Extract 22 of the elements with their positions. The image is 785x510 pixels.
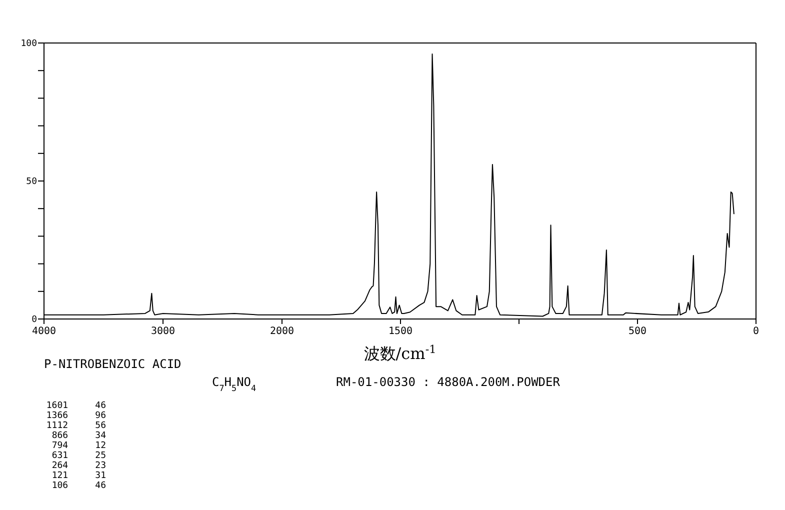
text: P-NITROBENZOIC ACID [44, 357, 182, 371]
text: 121 31 [52, 471, 106, 481]
text: 1366 96 [46, 411, 106, 421]
text: 631 25 [52, 451, 106, 461]
y-tick-label: 100 [20, 39, 37, 49]
x-tick-label: 3000 [150, 326, 176, 337]
text: 794 12 [52, 441, 106, 451]
text: 264 23 [52, 461, 106, 471]
x-tick-label: 4000 [32, 326, 56, 337]
y-tick-label: 50 [26, 177, 37, 187]
y-tick-label: 0 [32, 315, 37, 325]
text: C$_{7}$H$_{5}$NO$_{4}$ [212, 375, 256, 393]
x-tick-label: 0 [752, 326, 760, 337]
x-tick-label: 1500 [388, 326, 413, 337]
x-tick-label: 500 [628, 326, 647, 337]
text: 1112 56 [46, 421, 106, 431]
text: RM-01-00330 : 4880A.200M.POWDER [336, 375, 561, 389]
x-tick-label: 2000 [270, 326, 294, 337]
x-axis-title: 波数/cm$^{-1}$ [364, 342, 436, 363]
text: 866 34 [52, 431, 106, 441]
text: 106 46 [52, 481, 106, 491]
text: 1601 46 [46, 401, 106, 411]
